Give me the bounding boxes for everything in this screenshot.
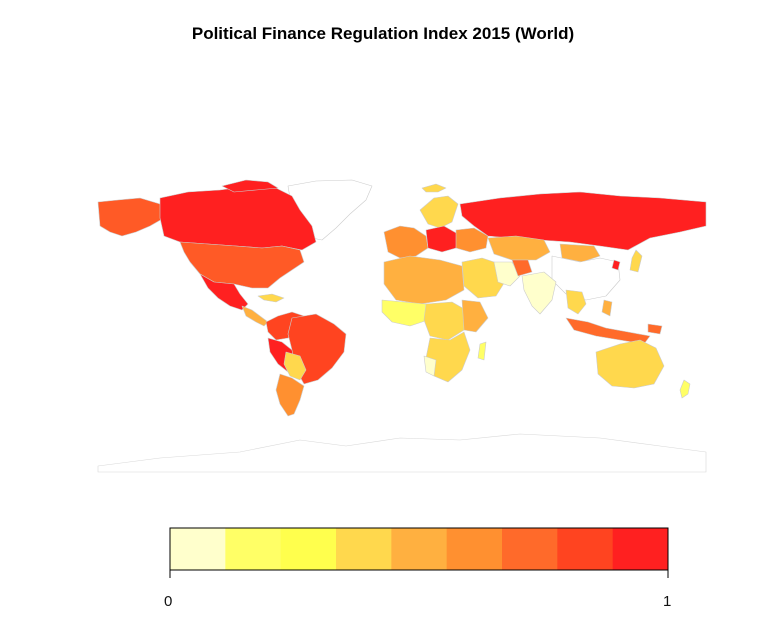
region-mongolia <box>559 243 601 263</box>
region-russia <box>459 191 707 251</box>
region-india <box>521 271 557 315</box>
legend-color-box <box>557 528 614 570</box>
region-iran <box>493 261 521 287</box>
legend-color-box <box>280 528 337 570</box>
map-title: Political Finance Regulation Index 2015 … <box>191 24 575 43</box>
legend-border <box>169 527 669 571</box>
region-eastern-europe <box>455 227 489 253</box>
region-central-africa <box>423 301 467 341</box>
region-new-zealand <box>679 379 691 399</box>
region-usa <box>179 241 305 289</box>
region-indonesia <box>565 317 651 345</box>
legend-color-box <box>612 528 669 570</box>
region-afghanistan <box>511 259 533 277</box>
legend-color-box <box>446 528 503 570</box>
legend-min-label: 0 <box>164 593 173 610</box>
legend-max-label: 1 <box>663 593 672 610</box>
region-north-africa <box>383 255 465 305</box>
region-korea <box>611 259 621 271</box>
region-philippines <box>601 299 613 317</box>
region-central-europe <box>425 225 459 253</box>
region-papua <box>647 323 663 335</box>
region-japan <box>629 249 643 273</box>
region-central-america <box>241 305 269 327</box>
region-scandinavia <box>419 195 459 229</box>
region-bolivia <box>283 351 307 381</box>
legend-color-box <box>170 528 226 570</box>
region-antarctica <box>97 433 707 473</box>
region-east-africa <box>461 299 489 333</box>
region-china <box>551 255 621 301</box>
region-alaska <box>97 197 165 237</box>
region-southeast-asia <box>565 289 587 315</box>
legend-color-box <box>391 528 448 570</box>
region-western-europe <box>383 225 429 259</box>
region-west-africa <box>381 299 429 327</box>
region-australia <box>595 339 665 389</box>
region-iceland <box>421 183 447 193</box>
legend-color-box <box>502 528 558 570</box>
legend-color-bar <box>169 527 669 571</box>
region-kazakhstan <box>487 235 551 261</box>
region-madagascar <box>477 341 487 361</box>
region-caribbean <box>257 293 285 303</box>
region-south-africa <box>423 355 437 377</box>
region-canada-islands <box>221 179 279 193</box>
region-argentina <box>275 373 305 417</box>
legend-color-box <box>336 528 392 570</box>
legend-color-box <box>225 528 282 570</box>
